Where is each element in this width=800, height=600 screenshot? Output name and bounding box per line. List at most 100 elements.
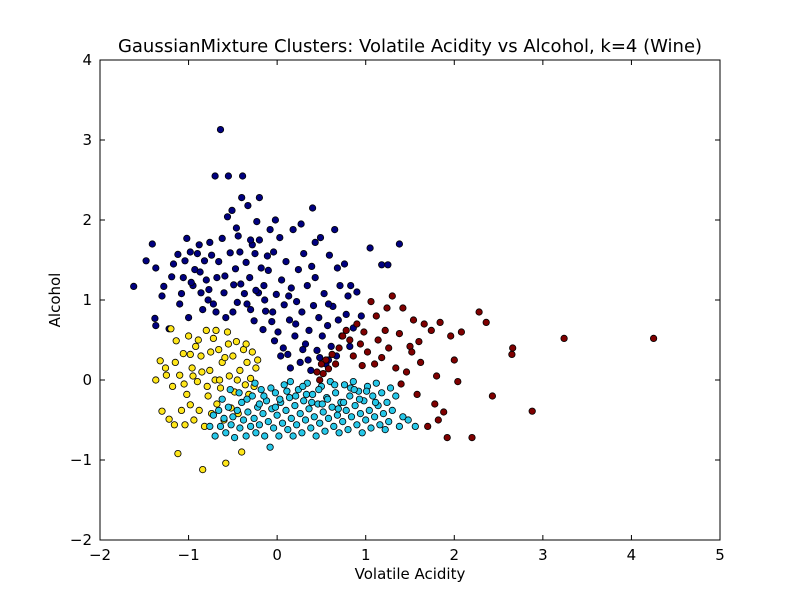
cluster-3-point: [342, 326, 350, 334]
cluster-1-point: [176, 371, 184, 379]
cluster-2-point: [222, 429, 230, 437]
x-tick-label: 5: [715, 546, 725, 564]
cluster-3-point: [360, 328, 368, 336]
cluster-3-point: [468, 433, 476, 442]
cluster-3-point: [482, 318, 490, 326]
cluster-2-point: [376, 421, 384, 429]
cluster-0-point: [308, 262, 316, 270]
cluster-0-point: [324, 300, 333, 308]
cluster-0-point: [269, 248, 278, 256]
cluster-2-point: [315, 385, 323, 394]
cluster-0-point: [244, 202, 252, 210]
cluster-3-point: [316, 376, 324, 384]
cluster-0-point: [237, 280, 245, 288]
x-tick-label: 4: [627, 546, 637, 564]
cluster-2-point: [250, 414, 258, 422]
cluster-3-point: [399, 304, 407, 312]
cluster-0-point: [179, 273, 187, 282]
cluster-0-point: [311, 273, 319, 282]
cluster-1-point: [233, 376, 241, 384]
cluster-2-point: [388, 406, 396, 414]
cluster-2-point: [229, 413, 237, 421]
cluster-2-point: [333, 411, 341, 419]
cluster-2-point: [299, 382, 307, 390]
cluster-1-point: [194, 336, 202, 344]
cluster-2-point: [353, 421, 361, 429]
cluster-3-point: [440, 408, 448, 416]
y-tick-label: 0: [82, 371, 92, 389]
cluster-3-point: [324, 365, 333, 373]
cluster-1-point: [179, 349, 187, 358]
cluster-1-point: [167, 325, 175, 333]
cluster-0-point: [199, 305, 207, 314]
cluster-0-point: [251, 250, 259, 258]
cluster-0-point: [282, 257, 290, 266]
cluster-2-point: [383, 398, 391, 406]
cluster-0-point: [195, 241, 203, 249]
cluster-0-point: [176, 300, 184, 308]
y-tick-label: −2: [70, 531, 92, 549]
y-tick-label: 2: [82, 211, 92, 229]
cluster-0-point: [291, 332, 299, 340]
cluster-0-point: [213, 273, 221, 282]
cluster-1-point: [161, 364, 170, 372]
cluster-2-point: [284, 425, 292, 434]
cluster-0-point: [183, 234, 191, 242]
cluster-1-point: [189, 372, 197, 380]
cluster-0-point: [212, 308, 220, 316]
cluster-0-point: [177, 289, 186, 298]
cluster-1-point: [181, 421, 189, 429]
cluster-2-point: [224, 403, 232, 411]
cluster-0-point: [272, 290, 280, 298]
cluster-0-point: [264, 266, 272, 274]
cluster-1-point: [247, 374, 255, 382]
cluster-0-point: [268, 317, 276, 326]
cluster-1-point: [222, 459, 230, 467]
cluster-3-point: [447, 332, 455, 340]
cluster-0-point: [232, 224, 240, 232]
cluster-0-point: [205, 285, 213, 294]
cluster-3-point: [367, 297, 375, 306]
cluster-0-point: [292, 320, 300, 328]
cluster-3-point: [339, 332, 347, 340]
cluster-0-point: [318, 332, 326, 340]
cluster-1-point: [221, 353, 229, 362]
cluster-2-point: [298, 429, 306, 437]
x-tick-label: 2: [450, 546, 460, 564]
cluster-0-point: [253, 218, 261, 226]
cluster-0-point: [298, 308, 306, 316]
cluster-0-point: [246, 273, 254, 282]
cluster-0-point: [303, 281, 311, 290]
cluster-0-point: [315, 313, 323, 322]
cluster-0-point: [384, 261, 392, 269]
cluster-0-point: [259, 325, 267, 334]
cluster-0-point: [342, 310, 350, 318]
cluster-0-point: [152, 321, 160, 330]
cluster-3-point: [392, 364, 400, 372]
cluster-1-point: [198, 368, 206, 376]
cluster-2-point: [243, 395, 251, 403]
cluster-0-point: [279, 344, 287, 352]
cluster-0-point: [216, 126, 225, 134]
cluster-0-point: [223, 213, 232, 221]
cluster-1-point: [165, 415, 173, 423]
cluster-0-point: [169, 260, 178, 268]
cluster-3-point: [434, 416, 442, 424]
cluster-2-point: [238, 398, 246, 406]
cluster-0-point: [247, 236, 255, 244]
cluster-3-point: [358, 361, 366, 370]
cluster-2-point: [386, 384, 395, 392]
cluster-0-point: [208, 251, 216, 259]
cluster-0-point: [152, 264, 160, 272]
cluster-3-point: [331, 360, 340, 368]
cluster-2-point: [259, 409, 267, 418]
cluster-0-point: [353, 288, 361, 296]
cluster-2-point: [362, 387, 371, 395]
cluster-0-point: [187, 278, 195, 286]
cluster-0-point: [252, 286, 260, 294]
cluster-1-point: [152, 376, 160, 384]
y-tick-label: −1: [70, 451, 92, 469]
cluster-0-point: [250, 317, 258, 325]
cluster-2-point: [216, 422, 225, 430]
cluster-3-point: [415, 337, 423, 346]
